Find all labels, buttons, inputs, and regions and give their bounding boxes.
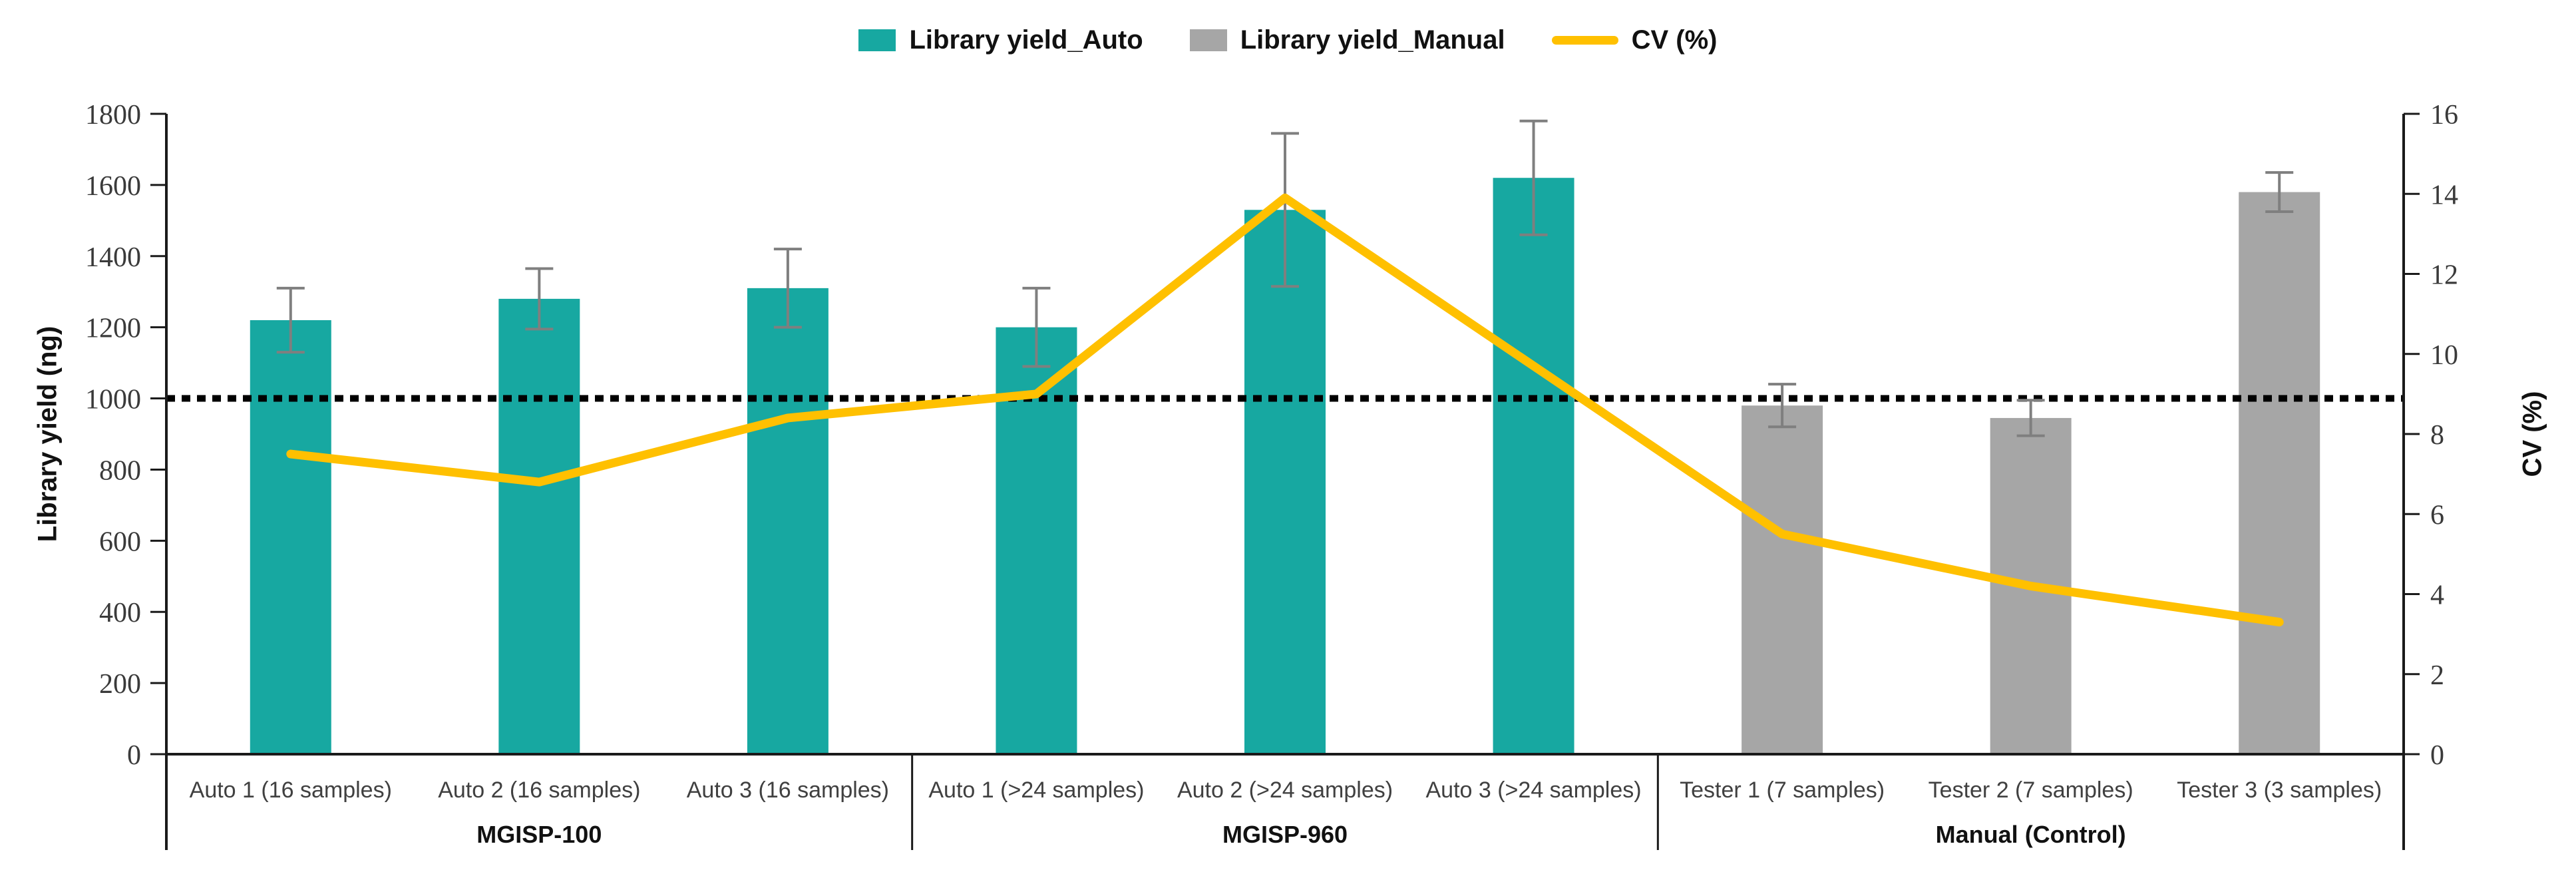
error-bar-9 [2265,171,2294,213]
error-bar-7 [1768,383,1797,429]
category-label: Auto 1 (>24 samples) [928,777,1144,803]
right-tick-label: 10 [2430,340,2458,371]
group-label: MGISP-100 [476,821,602,848]
bar-7 [1742,405,1823,754]
right-tick-label: 4 [2430,580,2444,611]
group-label: MGISP-960 [1222,821,1348,848]
right-axis-title: CV (%) [2517,391,2547,477]
left-tick-label: 400 [99,598,141,628]
category-label: Auto 3 (16 samples) [687,777,889,803]
left-tick-label: 1800 [85,100,141,130]
left-tick-label: 1200 [85,314,141,344]
legend-label: Library yield_Auto [909,25,1143,55]
left-tick-label: 1600 [85,171,141,202]
category-label: Auto 2 (>24 samples) [1177,777,1393,803]
error-bar-1 [276,286,305,354]
left-axis-title: Library yield (ng) [33,326,63,543]
category-label: Tester 2 (7 samples) [1929,777,2133,803]
error-bar-4 [1022,286,1051,368]
left-tick-label: 200 [99,669,141,700]
right-tick-label: 12 [2430,260,2458,291]
legend-item-cv: CV (%) [1551,25,1718,55]
bar-2 [498,298,580,754]
legend-label: CV (%) [1631,25,1718,55]
category-label: Auto 2 (16 samples) [438,777,640,803]
right-tick-label: 14 [2430,180,2458,210]
left-tick-label: 0 [127,740,141,771]
category-label: Auto 1 (16 samples) [190,777,392,803]
right-tick-label: 2 [2430,660,2444,691]
bar-6 [1493,178,1574,754]
legend-item-library-yield-manual: Library yield_Manual [1189,25,1505,55]
chart-legend: Library yield_Auto Library yield_Manual CV… [0,25,2576,55]
right-tick-label: 8 [2430,420,2444,451]
right-tick-label: 0 [2430,740,2444,771]
category-label: Tester 3 (3 samples) [2177,777,2382,803]
category-label: Tester 1 (7 samples) [1680,777,1885,803]
left-tick-label: 600 [99,527,141,557]
legend-item-library-yield-auto: Library yield_Auto [858,25,1143,55]
cv-line [286,193,2284,627]
legend-square-swatch [858,29,896,51]
left-tick-label: 800 [99,455,141,486]
group-label: Manual (Control) [1936,821,2126,848]
category-label: Auto 3 (>24 samples) [1425,777,1641,803]
error-bar-3 [773,248,802,329]
bar-3 [747,288,828,754]
bar-5 [1244,210,1326,754]
left-tick-label: 1400 [85,242,141,273]
error-bar-2 [525,267,554,331]
right-tick-label: 6 [2430,500,2444,531]
error-bar-8 [2016,399,2045,437]
error-bar-5 [1271,132,1299,288]
legend-square-swatch [1189,29,1227,51]
bar-1 [250,320,331,754]
legend-line-swatch [1551,36,1618,45]
legend-label: Library yield_Manual [1240,25,1505,55]
error-bar-6 [1519,119,1548,236]
bar-9 [2239,192,2320,755]
right-tick-label: 16 [2430,100,2458,130]
left-tick-label: 1000 [85,385,141,415]
